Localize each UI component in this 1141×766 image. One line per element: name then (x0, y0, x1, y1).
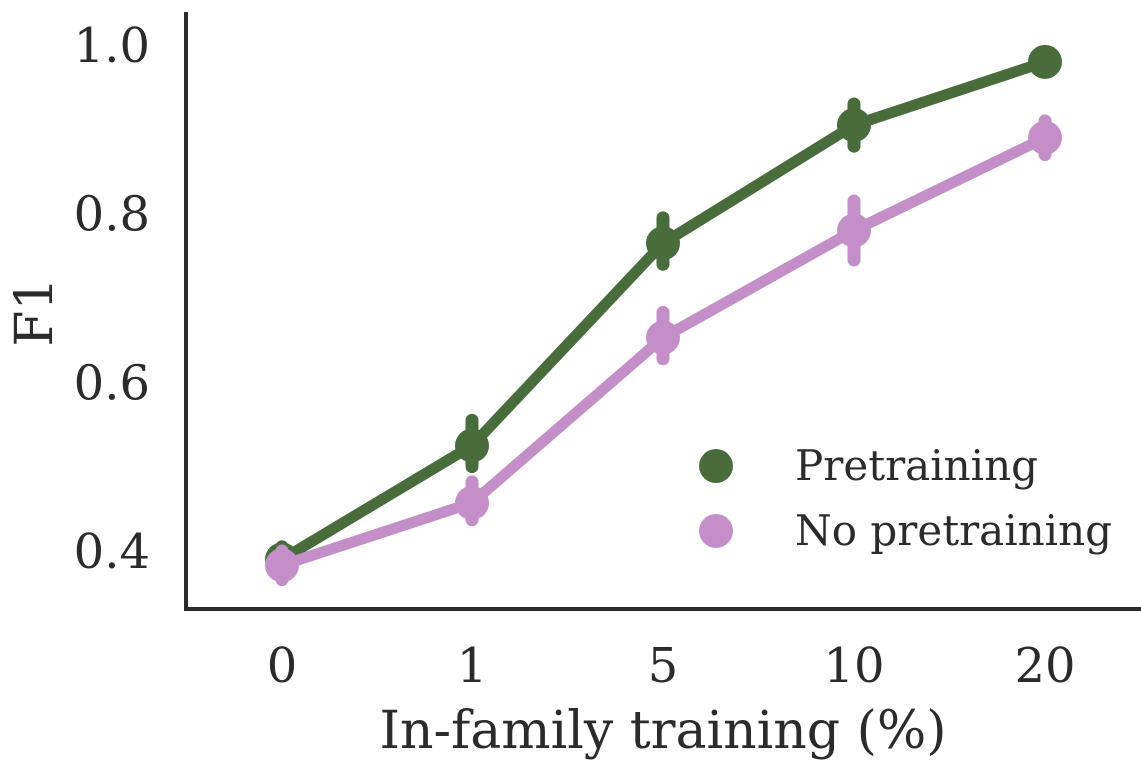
legend-marker (699, 449, 733, 483)
x-tick-label: 5 (648, 638, 679, 694)
legend-item-no-pretraining: No pretraining (699, 506, 1112, 555)
legend-label: Pretraining (795, 441, 1038, 490)
data-point (837, 108, 871, 143)
legend: Pretraining No pretraining (699, 441, 1112, 555)
data-point (1028, 120, 1062, 155)
legend-marker (699, 514, 733, 548)
axes (184, 12, 1141, 611)
y-tick-label: 0.6 (74, 355, 150, 411)
y-axis-title: F1 (5, 277, 65, 346)
data-point (1028, 44, 1062, 79)
data-point (837, 213, 871, 248)
x-tick-label: 1 (457, 638, 488, 694)
data-point (646, 226, 680, 261)
series-no-pretraining (265, 114, 1062, 587)
data-point (646, 320, 680, 355)
data-point (455, 485, 489, 520)
x-tick-label: 20 (1014, 638, 1075, 694)
y-tick-label: 1.0 (74, 18, 150, 74)
y-tick-labels: 0.4 0.6 0.8 1.0 (74, 18, 150, 580)
data-point (455, 428, 489, 463)
x-tick-label: 0 (267, 638, 298, 694)
legend-label: No pretraining (795, 506, 1112, 555)
plot-area (265, 44, 1062, 587)
x-tick-label: 10 (823, 638, 884, 694)
series-pretraining (265, 44, 1062, 579)
x-axis-title: In-family training (%) (379, 701, 946, 761)
y-tick-label: 0.8 (74, 187, 150, 243)
legend-item-pretraining: Pretraining (699, 441, 1038, 490)
data-point (265, 548, 299, 583)
y-tick-label: 0.4 (74, 524, 150, 580)
x-tick-labels: 0 1 5 10 20 (267, 638, 1076, 694)
